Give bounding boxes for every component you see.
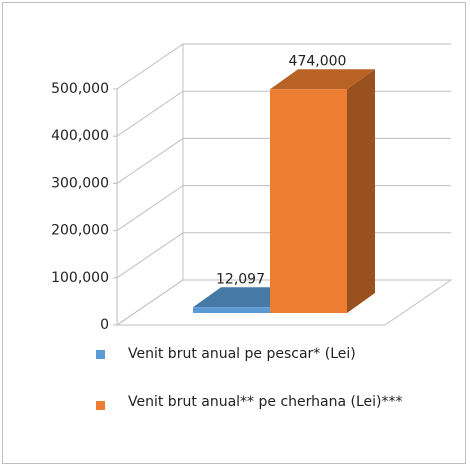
- data-label: 12,097: [216, 271, 265, 287]
- y-tick-label: 0: [100, 317, 109, 333]
- legend-label: Venit brut anual pe pescar* (Lei): [128, 346, 356, 362]
- legend-swatch: [96, 401, 105, 410]
- chart-frame: [2, 2, 466, 464]
- bar-top: [270, 69, 375, 90]
- legend-swatch: [96, 350, 105, 359]
- data-label: 474,000: [289, 53, 347, 69]
- y-tick-label: 100,000: [51, 270, 109, 286]
- legend-label: Venit brut anual** pe cherhana (Lei)***: [128, 394, 403, 410]
- bar: [193, 307, 270, 313]
- y-tick-label: 500,000: [51, 81, 109, 97]
- bar-side: [347, 69, 375, 313]
- y-tick-label: 200,000: [51, 223, 109, 239]
- y-tick-label: 400,000: [51, 128, 109, 144]
- y-tick-label: 300,000: [51, 175, 109, 191]
- bar: [270, 89, 347, 313]
